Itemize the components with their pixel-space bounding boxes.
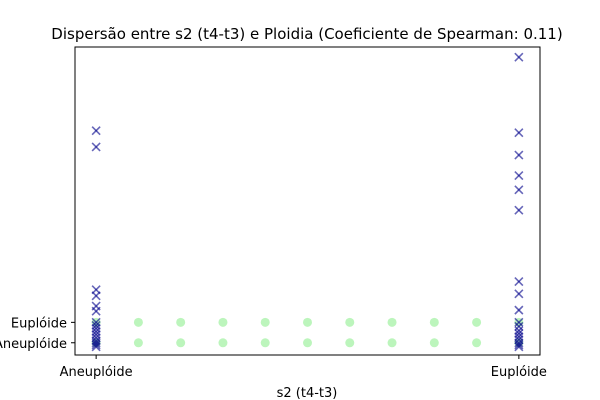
axis-ticks: Aneuplóide Euplóide Aneuplóide Euplóide <box>0 316 547 380</box>
circle-point-16 <box>303 338 312 348</box>
cross-point-16 <box>514 52 524 62</box>
data-points <box>91 52 524 352</box>
cross-point-24 <box>514 305 524 315</box>
cross-point-25 <box>514 317 524 327</box>
cross-point-32 <box>514 340 524 350</box>
circle-point-8 <box>429 317 439 327</box>
circle-point-20 <box>472 338 482 348</box>
chart-title: Dispersão entre s2 (t4-t3) e Ploidia (Co… <box>51 25 562 43</box>
circle-point-7 <box>387 317 397 327</box>
cross-point-15 <box>91 342 101 352</box>
circle-point-17 <box>345 338 355 348</box>
circle-point-6 <box>345 317 355 327</box>
cross-point-1 <box>91 142 101 152</box>
cross-point-23 <box>514 289 524 299</box>
x-axis-label: s2 (t4-t3) <box>277 386 338 400</box>
cross-point-14 <box>91 340 101 350</box>
circle-point-3 <box>218 317 228 327</box>
circle-point-14 <box>218 338 228 348</box>
cross-point-31 <box>514 338 524 348</box>
circle-point-15 <box>260 338 270 348</box>
circle-point-9 <box>472 317 482 327</box>
circle-point-4 <box>260 317 270 327</box>
circle-point-2 <box>176 317 186 327</box>
cross-point-17 <box>514 128 524 138</box>
cross-point-3 <box>91 291 101 301</box>
cross-point-26 <box>514 321 524 332</box>
plot-frame <box>74 46 541 356</box>
cross-point-19 <box>514 170 524 181</box>
cross-point-22 <box>514 277 524 287</box>
circle-point-12 <box>133 338 143 348</box>
circle-point-18 <box>387 338 397 348</box>
cross-point-33 <box>514 342 524 352</box>
x-tick-label-0: Aneuplóide <box>60 365 133 380</box>
cross-point-18 <box>514 150 524 160</box>
cross-point-0 <box>91 126 101 136</box>
circle-point-19 <box>429 338 439 348</box>
cross-point-5 <box>91 306 101 316</box>
y-tick-label-0: Aneuplóide <box>0 337 67 352</box>
y-tick-label-1: Euplóide <box>11 316 67 331</box>
circle-point-13 <box>176 338 186 348</box>
circle-point-5 <box>303 317 312 327</box>
circle-point-1 <box>133 317 143 327</box>
cross-point-21 <box>514 205 524 215</box>
cross-point-13 <box>91 338 101 348</box>
x-tick-label-1: Euplóide <box>491 365 547 380</box>
cross-point-20 <box>514 185 524 195</box>
